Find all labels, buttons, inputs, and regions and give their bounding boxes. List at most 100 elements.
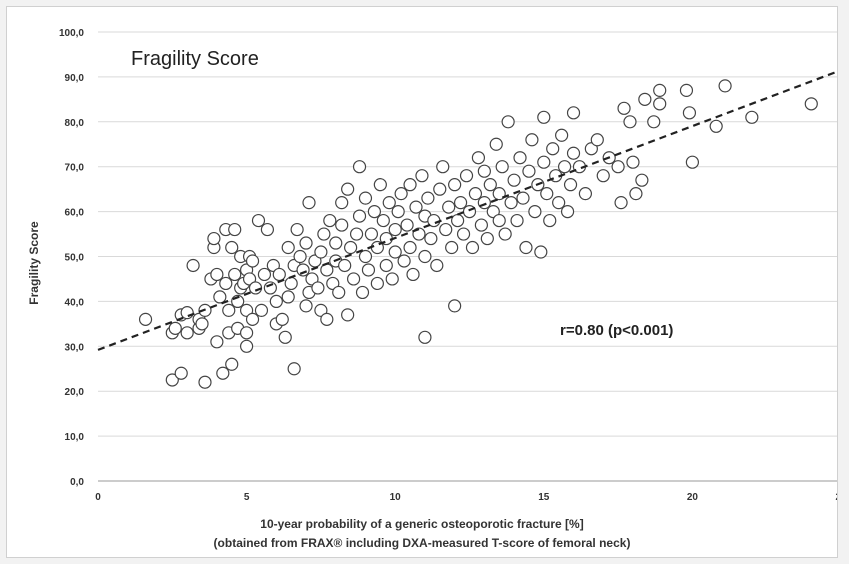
data-point: [534, 245, 548, 259]
data-point: [302, 196, 316, 210]
data-point: [361, 263, 376, 277]
data-point: [406, 267, 420, 282]
data-point: [448, 299, 462, 313]
data-point: [296, 263, 310, 277]
data-point: [537, 155, 551, 169]
data-point: [409, 200, 423, 214]
data-point: [495, 160, 509, 174]
data-point: [341, 308, 355, 322]
data-point: [635, 173, 649, 187]
data-point: [501, 115, 515, 129]
data-point: [352, 209, 367, 223]
data-point: [228, 267, 242, 282]
data-point: [403, 240, 417, 255]
data-point: [382, 196, 396, 210]
data-point: [216, 366, 230, 380]
data-point: [240, 326, 254, 340]
data-point: [314, 245, 328, 259]
data-point: [468, 187, 483, 201]
data-point: [433, 182, 447, 196]
data-point: [245, 312, 260, 326]
data-point: [349, 227, 364, 241]
x-axis-label-line-2: (obtained from FRAX® including DXA-measu…: [214, 536, 631, 550]
data-point: [578, 187, 593, 201]
x-tick-label: 5: [244, 492, 250, 503]
data-point: [364, 227, 379, 241]
y-tick-labels: 0,0 10,0 20,0 30,0 40,0 50,0 60,0 70,0 80,0 90,0 1…: [59, 28, 84, 488]
data-point: [240, 339, 254, 353]
data-point: [308, 254, 322, 268]
data-point: [358, 191, 373, 205]
data-point: [225, 357, 239, 371]
data-point: [278, 330, 292, 344]
data-point: [281, 240, 295, 255]
data-point: [617, 101, 631, 115]
data-point: [287, 362, 301, 376]
data-point: [584, 142, 598, 156]
data-point: [332, 285, 346, 300]
y-axis-label: Fragility Score: [27, 221, 41, 305]
data-point: [260, 222, 275, 237]
y-tick-label: 0,0: [70, 477, 84, 488]
data-point: [251, 213, 266, 228]
data-point: [338, 258, 352, 273]
data-point: [525, 133, 539, 147]
data-point: [745, 110, 759, 124]
data-point: [456, 227, 471, 241]
data-point: [388, 245, 402, 259]
data-point: [335, 218, 349, 232]
data-point: [376, 213, 390, 228]
data-point: [272, 267, 286, 282]
data-point: [489, 137, 503, 151]
data-point: [566, 106, 581, 120]
data-point: [555, 128, 569, 142]
data-point: [320, 263, 334, 277]
data-point: [379, 258, 393, 273]
data-point: [228, 222, 242, 237]
x-axis-label: 10-year probability of a generic osteopo…: [260, 517, 583, 531]
data-point: [290, 222, 304, 237]
data-point: [219, 276, 233, 291]
data-point: [647, 115, 661, 129]
data-point: [519, 240, 533, 255]
data-point: [329, 236, 343, 250]
data-point: [552, 196, 566, 210]
chart-title: Fragility Score: [131, 48, 259, 70]
data-point: [311, 281, 325, 295]
data-point: [492, 213, 506, 228]
data-point: [486, 205, 500, 219]
data-point: [498, 227, 512, 241]
data-point: [679, 83, 694, 97]
data-point: [263, 281, 277, 295]
data-point: [275, 312, 289, 326]
scatter-plot: 0,0 10,0 20,0 30,0 40,0 50,0 60,0 70,0 80,0 90,0 1…: [27, 28, 837, 550]
data-point: [269, 294, 283, 308]
data-point: [638, 92, 652, 106]
regression-line: [97, 70, 837, 351]
data-point: [560, 205, 575, 219]
data-point: [513, 151, 527, 165]
data-point: [195, 317, 209, 331]
data-point: [305, 272, 319, 286]
data-point: [504, 196, 518, 210]
data-point: [174, 366, 188, 380]
data-point: [421, 191, 435, 205]
data-point: [626, 155, 640, 169]
data-point: [507, 173, 521, 187]
data-point: [257, 267, 272, 282]
data-point: [685, 155, 700, 169]
data-point: [299, 236, 313, 250]
data-point: [138, 312, 153, 326]
data-point: [510, 213, 524, 228]
data-point: [245, 254, 260, 268]
data-point: [453, 196, 468, 210]
data-point: [471, 151, 486, 165]
y-tick-label: 10,0: [65, 432, 85, 443]
data-point: [558, 160, 572, 174]
y-tick-label: 60,0: [65, 208, 85, 219]
data-point: [439, 222, 453, 237]
data-point: [394, 187, 408, 201]
data-point: [400, 218, 414, 232]
data-point: [474, 218, 488, 232]
data-point: [335, 196, 349, 210]
